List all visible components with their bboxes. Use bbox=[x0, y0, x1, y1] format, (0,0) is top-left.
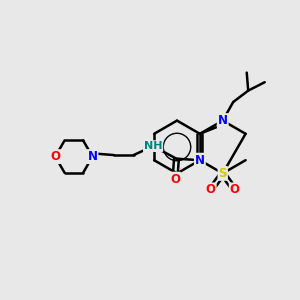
Text: N: N bbox=[195, 154, 205, 167]
Text: O: O bbox=[230, 183, 240, 196]
Text: O: O bbox=[50, 150, 60, 163]
Text: O: O bbox=[206, 183, 216, 196]
Text: NH: NH bbox=[144, 141, 162, 151]
Text: N: N bbox=[218, 114, 228, 127]
Text: O: O bbox=[170, 172, 180, 186]
Text: N: N bbox=[88, 150, 98, 163]
Text: S: S bbox=[218, 167, 227, 180]
